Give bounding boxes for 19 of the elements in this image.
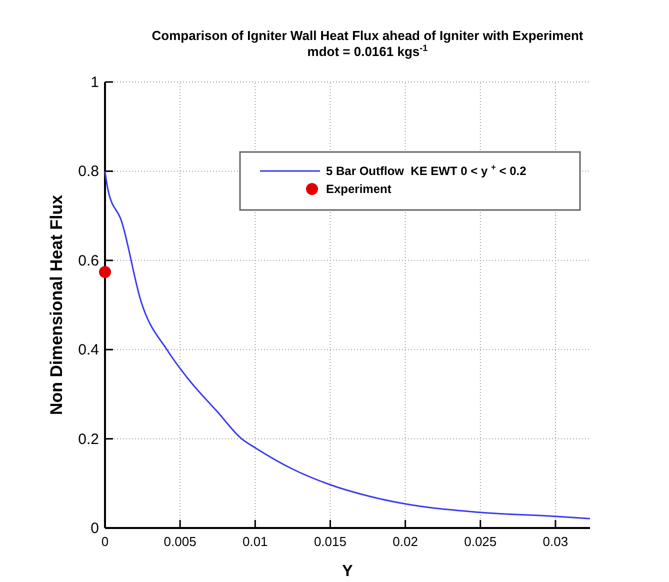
x-tick-label: 0.005 bbox=[164, 534, 196, 549]
x-tick-label: 0.025 bbox=[464, 534, 497, 549]
legend-label: 5 Bar Outflow KE EWT 0 < y $^{+}$ < 0.2 bbox=[326, 162, 527, 178]
x-tick-label: 0.015 bbox=[314, 534, 347, 549]
x-axis-title: Y bbox=[342, 563, 354, 580]
x-tick-label: 0.01 bbox=[242, 534, 268, 549]
legend-label: Experiment bbox=[326, 182, 392, 196]
x-tick-label: 0 bbox=[101, 534, 109, 549]
y-tick-label: 0.2 bbox=[78, 430, 99, 448]
y-axis-title: Non Dimensional Heat Flux bbox=[47, 194, 66, 416]
y-tick-label: 0.8 bbox=[78, 163, 99, 180]
y-tick-label: 0.6 bbox=[78, 252, 99, 270]
chart-subtitle: mdot = 0.0161 kgs$^{-1}$ bbox=[307, 43, 428, 59]
y-tick-label: 0.4 bbox=[78, 342, 99, 359]
x-tick-label: 0.02 bbox=[392, 534, 418, 549]
x-tick-label: 0.03 bbox=[542, 534, 568, 549]
chart-title: Comparison of Igniter Wall Heat Flux ahead of Igniter with Experiment bbox=[152, 28, 584, 43]
y-tick-label: 0 bbox=[90, 520, 99, 537]
y-tick-label: 1 bbox=[90, 74, 99, 91]
